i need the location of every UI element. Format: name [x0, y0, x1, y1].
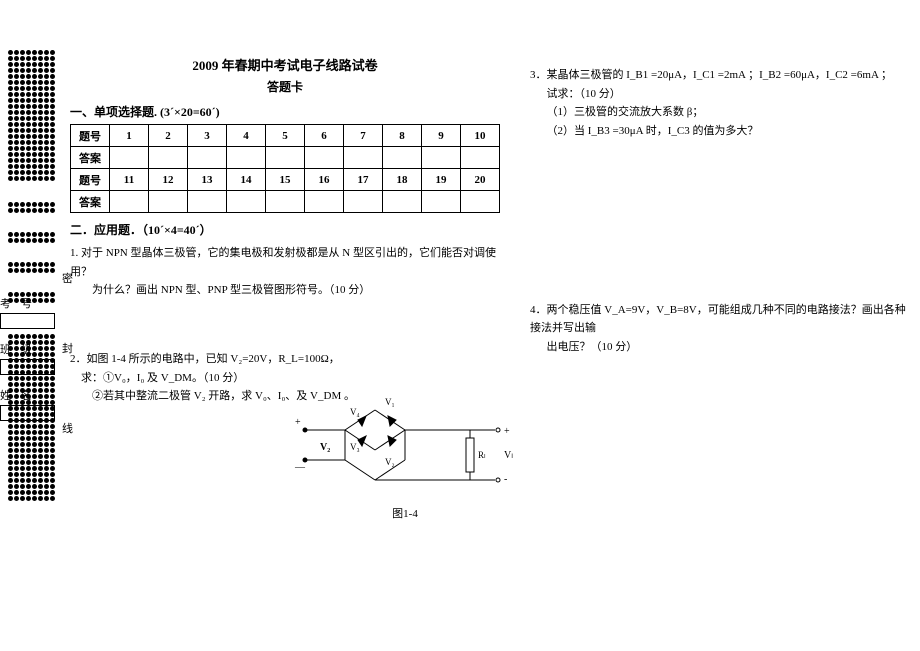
lbl-v4: V₄: [350, 407, 360, 417]
answer-cell[interactable]: [227, 191, 266, 213]
answer-cell[interactable]: [149, 147, 188, 169]
answer-cell[interactable]: [422, 191, 461, 213]
cell: 8: [383, 125, 422, 147]
row-label: 答案: [71, 147, 110, 169]
cell: 16: [305, 169, 344, 191]
cell: 2: [149, 125, 188, 147]
table-row: 答案: [71, 191, 500, 213]
answer-cell[interactable]: [383, 147, 422, 169]
lbl-src: V₂: [320, 442, 330, 453]
student-info: 考号 班级 姓名: [0, 295, 60, 433]
seal-xian: 线: [62, 420, 73, 436]
row-label: 题号: [71, 169, 110, 191]
section2-head: 二．应用题．（10´×4=40´）: [70, 221, 500, 238]
input-banji[interactable]: [0, 359, 55, 375]
answer-cell[interactable]: [461, 191, 500, 213]
answer-cell[interactable]: [344, 191, 383, 213]
answer-cell[interactable]: [344, 147, 383, 169]
cell: 17: [344, 169, 383, 191]
circuit-figure: V₁ V₂ V₄ V₃ + V₂ — Rₗ + Vₗ - 图1-4: [290, 390, 520, 510]
figure-caption: 图1-4: [290, 505, 520, 521]
answer-cell[interactable]: [305, 147, 344, 169]
q1-line1: 1. 对于 NPN 型晶体三极管，它的集电极和发射极都是从 N 型区引出的，它们…: [70, 244, 500, 281]
label-banji: 班级: [0, 344, 42, 356]
lbl-v1: V₁: [385, 397, 395, 407]
cell: 5: [266, 125, 305, 147]
cell: 14: [227, 169, 266, 191]
lbl-v2b: V₂: [385, 457, 395, 467]
lbl-v3: V₃: [350, 442, 360, 452]
table-row: 答案: [71, 147, 500, 169]
cell: 11: [110, 169, 149, 191]
cell: 4: [227, 125, 266, 147]
input-kaohao[interactable]: [0, 313, 55, 329]
lbl-vl: Vₗ: [504, 450, 513, 461]
answer-cell[interactable]: [266, 147, 305, 169]
cell: 1: [110, 125, 149, 147]
lbl-plus-out: +: [504, 426, 510, 437]
question-3: 3．某晶体三极管的 I_B1 =20μA，I_C1 =2mA ；I_B2 =60…: [530, 66, 910, 141]
cell: 15: [266, 169, 305, 191]
cell: 19: [422, 169, 461, 191]
table-row: 题号 11 12 13 14 15 16 17 18 19 20: [71, 169, 500, 191]
q2-line2: 求：①V₀，I₀ 及 V_DM。（10 分）: [70, 369, 500, 388]
lbl-minus-out: -: [504, 474, 507, 485]
lbl-rl: Rₗ: [478, 450, 486, 460]
cell: 20: [461, 169, 500, 191]
lbl-minus-in: —: [294, 462, 306, 473]
cell: 10: [461, 125, 500, 147]
answer-cell[interactable]: [188, 147, 227, 169]
cell: 7: [344, 125, 383, 147]
page-title: 2009 年春期中考试电子线路试卷: [70, 55, 500, 74]
cell: 13: [188, 169, 227, 191]
answer-table: 题号 1 2 3 4 5 6 7 8 9 10 答案 题号 11 12 13 1…: [70, 124, 500, 213]
question-4: 4．两个稳压值 V_A=9V，V_B=8V，可能组成几种不同的电路接法？画出各种…: [530, 301, 910, 357]
cell: 9: [422, 125, 461, 147]
answer-cell[interactable]: [149, 191, 188, 213]
left-column: 2009 年春期中考试电子线路试卷 答题卡 一、单项选择题. (3´×20=60…: [70, 55, 500, 410]
cell: 18: [383, 169, 422, 191]
table-row: 题号 1 2 3 4 5 6 7 8 9 10: [71, 125, 500, 147]
input-xingming[interactable]: [0, 405, 55, 421]
q4-line2: 出电压？（10 分）: [530, 338, 910, 357]
q3-line4: （2）当 I_B3 =30μA 时，I_C3 的值为多大？: [530, 122, 910, 141]
q1-line2: 为什么？画出 NPN 型、PNP 型三极管图形符号。（10 分）: [70, 281, 500, 300]
answer-cell[interactable]: [110, 191, 149, 213]
q3-line3: （1）三极管的交流放大系数 β；: [530, 103, 910, 122]
exam-marker-dots: [8, 50, 58, 502]
q2-line1: 2．如图 1-4 所示的电路中，已知 V₂=20V，R_L=100Ω，: [70, 350, 500, 369]
circuit-svg: V₁ V₂ V₄ V₃ + V₂ — Rₗ + Vₗ -: [290, 390, 520, 500]
answer-cell[interactable]: [227, 147, 266, 169]
q3-line1: 3．某晶体三极管的 I_B1 =20μA，I_C1 =2mA ；I_B2 =60…: [530, 66, 910, 85]
section1-head: 一、单项选择题. (3´×20=60´): [70, 103, 500, 120]
answer-cell[interactable]: [305, 191, 344, 213]
q3-line2: 试求：（10 分）: [530, 85, 910, 104]
answer-cell[interactable]: [266, 191, 305, 213]
answer-cell[interactable]: [188, 191, 227, 213]
label-xingming: 姓名: [0, 390, 42, 402]
lbl-plus-in: +: [295, 417, 301, 428]
question-1: 1. 对于 NPN 型晶体三极管，它的集电极和发射极都是从 N 型区引出的，它们…: [70, 244, 500, 300]
cell: 3: [188, 125, 227, 147]
q4-line1: 4．两个稳压值 V_A=9V，V_B=8V，可能组成几种不同的电路接法？画出各种…: [530, 301, 910, 338]
label-kaohao: 考号: [0, 298, 42, 310]
page-subtitle: 答题卡: [70, 78, 500, 95]
answer-cell[interactable]: [422, 147, 461, 169]
answer-cell[interactable]: [461, 147, 500, 169]
answer-cell[interactable]: [110, 147, 149, 169]
cell: 12: [149, 169, 188, 191]
row-label: 题号: [71, 125, 110, 147]
row-label: 答案: [71, 191, 110, 213]
right-column: 3．某晶体三极管的 I_B1 =20μA，I_C1 =2mA ；I_B2 =60…: [530, 60, 910, 361]
answer-cell[interactable]: [383, 191, 422, 213]
cell: 6: [305, 125, 344, 147]
